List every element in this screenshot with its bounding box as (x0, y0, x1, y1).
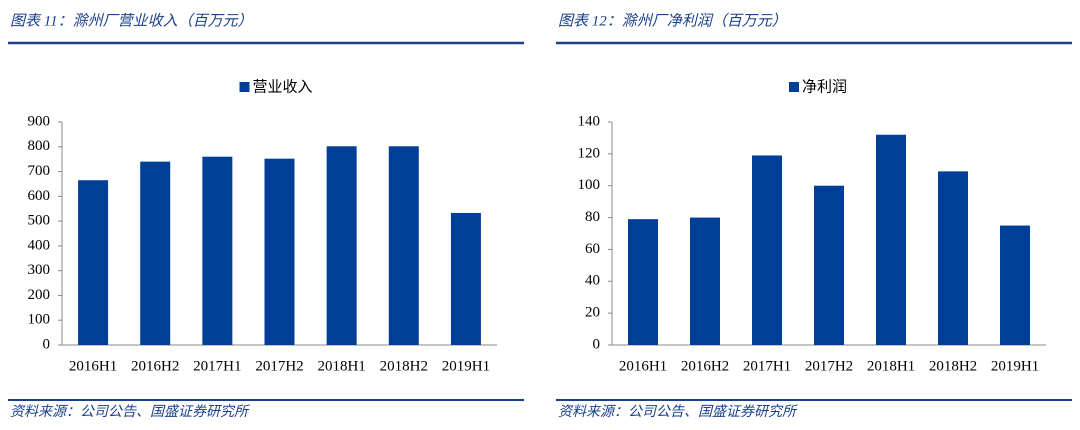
bar (326, 146, 357, 345)
x-tick-label: 2018H1 (317, 358, 365, 374)
bar (814, 185, 844, 345)
bar (388, 146, 419, 345)
legend-label: 净利润 (802, 78, 847, 95)
bar (752, 155, 782, 345)
y-tick-label: 900 (28, 113, 51, 129)
x-tick-label: 2017H1 (193, 358, 241, 374)
y-tick-label: 0 (43, 336, 51, 352)
y-tick-label: 500 (28, 213, 51, 229)
y-tick-label: 100 (578, 177, 601, 193)
x-tick-label: 2017H1 (743, 358, 791, 374)
x-tick-label: 2018H1 (867, 358, 915, 374)
y-tick-label: 100 (28, 312, 51, 328)
bar (628, 219, 658, 345)
x-tick-label: 2016H2 (131, 358, 179, 374)
y-tick-label: 400 (28, 237, 51, 253)
legend-label: 营业收入 (253, 78, 313, 95)
x-tick-label: 2017H2 (255, 358, 303, 374)
bar (78, 180, 109, 345)
bar (140, 161, 171, 345)
x-tick-label: 2016H1 (619, 358, 667, 374)
y-tick-label: 60 (585, 241, 600, 257)
bar (876, 134, 906, 345)
y-tick-label: 20 (585, 305, 600, 321)
bar (690, 217, 720, 345)
x-tick-label: 2016H2 (681, 358, 729, 374)
y-tick-label: 80 (585, 209, 600, 225)
x-tick-label: 2018H2 (929, 358, 977, 374)
y-tick-label: 300 (28, 262, 51, 278)
bar (938, 171, 968, 345)
x-tick-label: 2018H2 (380, 358, 428, 374)
y-tick-label: 140 (578, 113, 601, 129)
bar (1000, 225, 1030, 345)
x-tick-label: 2019H1 (991, 358, 1039, 374)
bar (264, 158, 295, 345)
y-tick-label: 200 (28, 287, 51, 303)
y-tick-label: 40 (585, 273, 600, 289)
y-tick-label: 600 (28, 188, 51, 204)
legend-swatch (239, 82, 250, 92)
chart-title: 图表 12：滁州厂净利润（百万元） (558, 12, 787, 29)
chart-title: 图表 11：滁州厂营业收入（百万元） (10, 12, 253, 29)
x-tick-label: 2017H2 (805, 358, 853, 374)
source-note: 资料来源：公司公告、国盛证券研究所 (10, 404, 250, 420)
bar (450, 212, 481, 345)
y-tick-label: 0 (593, 336, 601, 352)
x-tick-label: 2019H1 (442, 358, 490, 374)
y-tick-label: 700 (28, 163, 51, 179)
bar (202, 156, 233, 345)
y-tick-label: 120 (578, 145, 601, 161)
source-note: 资料来源：公司公告、国盛证券研究所 (558, 404, 798, 420)
y-tick-label: 800 (28, 138, 51, 154)
legend-swatch (789, 82, 799, 92)
x-tick-label: 2016H1 (69, 358, 117, 374)
